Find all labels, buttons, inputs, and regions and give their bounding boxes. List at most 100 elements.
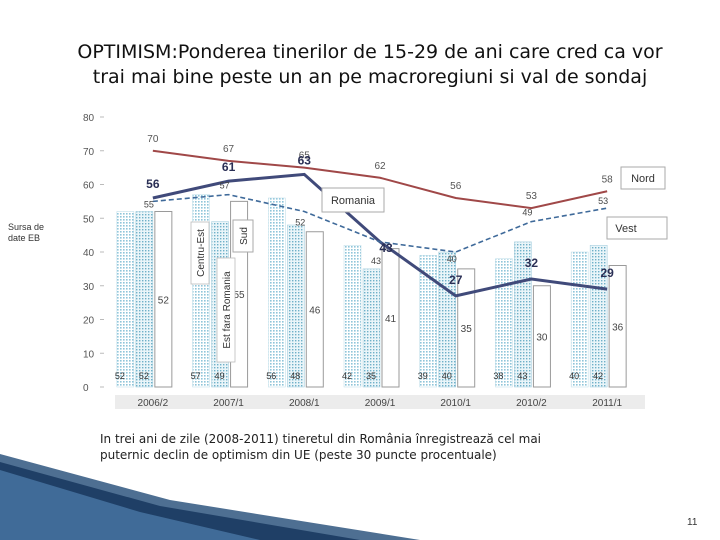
bar-value-label: 46 <box>309 305 321 316</box>
bar-value-label: 55 <box>234 290 246 301</box>
vest-value-label: 55 <box>144 199 154 209</box>
y-tick-label: 10 <box>83 349 95 360</box>
x-tick-label: 2008/1 <box>289 398 320 409</box>
bar-value-label: 41 <box>385 314 397 325</box>
bar-value-label: 49 <box>215 371 225 381</box>
x-tick-label: 2006/2 <box>138 398 169 409</box>
bar-value-label: 52 <box>158 295 170 306</box>
nord-value-label: 53 <box>526 191 538 202</box>
bar-value-label: 39 <box>418 371 428 381</box>
y-tick-label: 80 <box>83 113 95 124</box>
y-tick-label: 40 <box>83 248 95 259</box>
bar-value-label: 42 <box>342 371 352 381</box>
romania-value-label: 29 <box>600 266 614 280</box>
bar-est-fara-romania <box>362 268 381 388</box>
bar-centru-est <box>268 197 286 388</box>
chart-caption: In trei ani de zile (2008-2011) tineretu… <box>100 431 660 463</box>
bar-sud <box>154 211 173 388</box>
bar-value-label: 52 <box>139 371 149 381</box>
bar-value-label: 48 <box>290 371 300 381</box>
y-tick-label: 50 <box>83 214 95 225</box>
nord-value-label: 67 <box>223 144 235 155</box>
nord-value-label: 56 <box>450 181 462 192</box>
vest-value-label: 40 <box>447 254 457 264</box>
optimism-chart: 0 10 20 30 40 50 60 70 80 52 52 52 57 49 55 56 48 46 42 35… <box>83 113 668 409</box>
centru-est-label-box <box>190 221 210 285</box>
vest-value-label: 53 <box>598 196 608 206</box>
x-axis: 2006/2 2007/1 2008/1 2009/1 2010/1 2010/2 2011… <box>115 395 645 409</box>
slide-title: OPTIMISM:Ponderea tinerilor de 15-29 de … <box>40 40 700 90</box>
bar-centru-est <box>116 211 135 388</box>
bar-est-fara-romania <box>589 245 608 388</box>
bar-value-label: 43 <box>517 371 527 381</box>
bar-value-label: 56 <box>266 371 276 381</box>
vest-value-label: 52 <box>295 218 305 228</box>
bar-value-label: 38 <box>493 371 503 381</box>
est-fara-romania-label-box <box>216 257 236 363</box>
sud-label-box <box>232 219 254 253</box>
vest-value-label: 57 <box>220 181 230 191</box>
vest-label: Vest <box>615 223 636 235</box>
nord-label: Nord <box>631 173 655 185</box>
bar-value-label: 30 <box>536 332 548 343</box>
romania-label-box <box>321 187 385 213</box>
bar-value-label: 57 <box>191 371 201 381</box>
y-tick-label: 0 <box>83 383 89 394</box>
bar-est-fara-romania <box>135 211 154 388</box>
nord-value-label: 65 <box>299 151 311 162</box>
caption-line-1: In trei ani de zile (2008-2011) tineretu… <box>100 432 542 446</box>
y-axis: 0 10 20 30 40 50 60 70 80 <box>83 113 104 394</box>
bar-sud <box>532 285 551 388</box>
source-line-1: Sursa de <box>8 222 45 232</box>
bar-centru-est <box>419 255 437 388</box>
title-line-2: trai mai bine peste un an pe macroregiun… <box>92 66 648 88</box>
x-tick-label: 2007/1 <box>213 398 244 409</box>
sud-label: Sud <box>239 227 250 245</box>
x-tick-label: 2010/1 <box>440 398 471 409</box>
y-tick-label: 70 <box>83 147 95 158</box>
nord-value-label: 58 <box>602 174 614 185</box>
bar-value-label: 42 <box>593 371 603 381</box>
x-axis-band <box>115 395 645 409</box>
bar-value-label: 35 <box>366 371 376 381</box>
y-tick-label: 60 <box>83 181 95 192</box>
bar-sud <box>608 265 627 388</box>
nord-label-box <box>620 166 666 190</box>
nord-value-label: 62 <box>374 161 386 172</box>
vest-label-box <box>606 216 668 240</box>
romania-value-label: 43 <box>379 241 393 255</box>
line-nord <box>152 149 608 210</box>
centru-est-label: Centru-Est <box>196 229 207 277</box>
romania-value-label: 63 <box>298 153 312 167</box>
romania-value-label: 61 <box>222 160 236 174</box>
decorative-swoosh <box>0 454 420 540</box>
vest-value-label: 49 <box>522 208 532 218</box>
romania-value-label: 56 <box>146 177 160 191</box>
x-tick-label: 2011/1 <box>592 398 622 409</box>
y-tick-label: 20 <box>83 316 95 327</box>
x-tick-label: 2009/1 <box>365 398 396 409</box>
bar-value-label: 35 <box>461 324 473 335</box>
vest-value-label: 43 <box>371 256 381 266</box>
source-line-2: date EB <box>8 233 41 243</box>
bar-value-label: 40 <box>442 371 452 381</box>
labels-layer: 52 52 52 57 49 55 56 48 46 42 35 41 39 40 35 38 43 30 40 42… <box>115 134 668 381</box>
x-tick-label: 2010/2 <box>516 398 547 409</box>
bar-value-label: 40 <box>569 371 579 381</box>
bar-centru-est <box>570 251 589 388</box>
line-vest <box>152 193 608 253</box>
romania-label: Romania <box>331 195 376 207</box>
source-note: Sursa de date EB <box>8 222 44 244</box>
bar-est-fara-romania <box>287 224 305 388</box>
bar-centru-est <box>343 245 362 388</box>
title-line-1: OPTIMISM:Ponderea tinerilor de 15-29 de … <box>77 41 663 63</box>
romania-value-label: 27 <box>449 273 463 287</box>
y-tick-label: 30 <box>83 282 95 293</box>
bar-value-label: 52 <box>115 371 125 381</box>
lines-layer <box>152 149 608 298</box>
nord-value-label: 70 <box>147 134 159 145</box>
romania-value-label: 32 <box>525 256 539 270</box>
est-fara-romania-label: Est fara Romania <box>222 271 233 349</box>
bar-value-label: 36 <box>612 322 624 333</box>
bar-sud <box>457 268 476 388</box>
